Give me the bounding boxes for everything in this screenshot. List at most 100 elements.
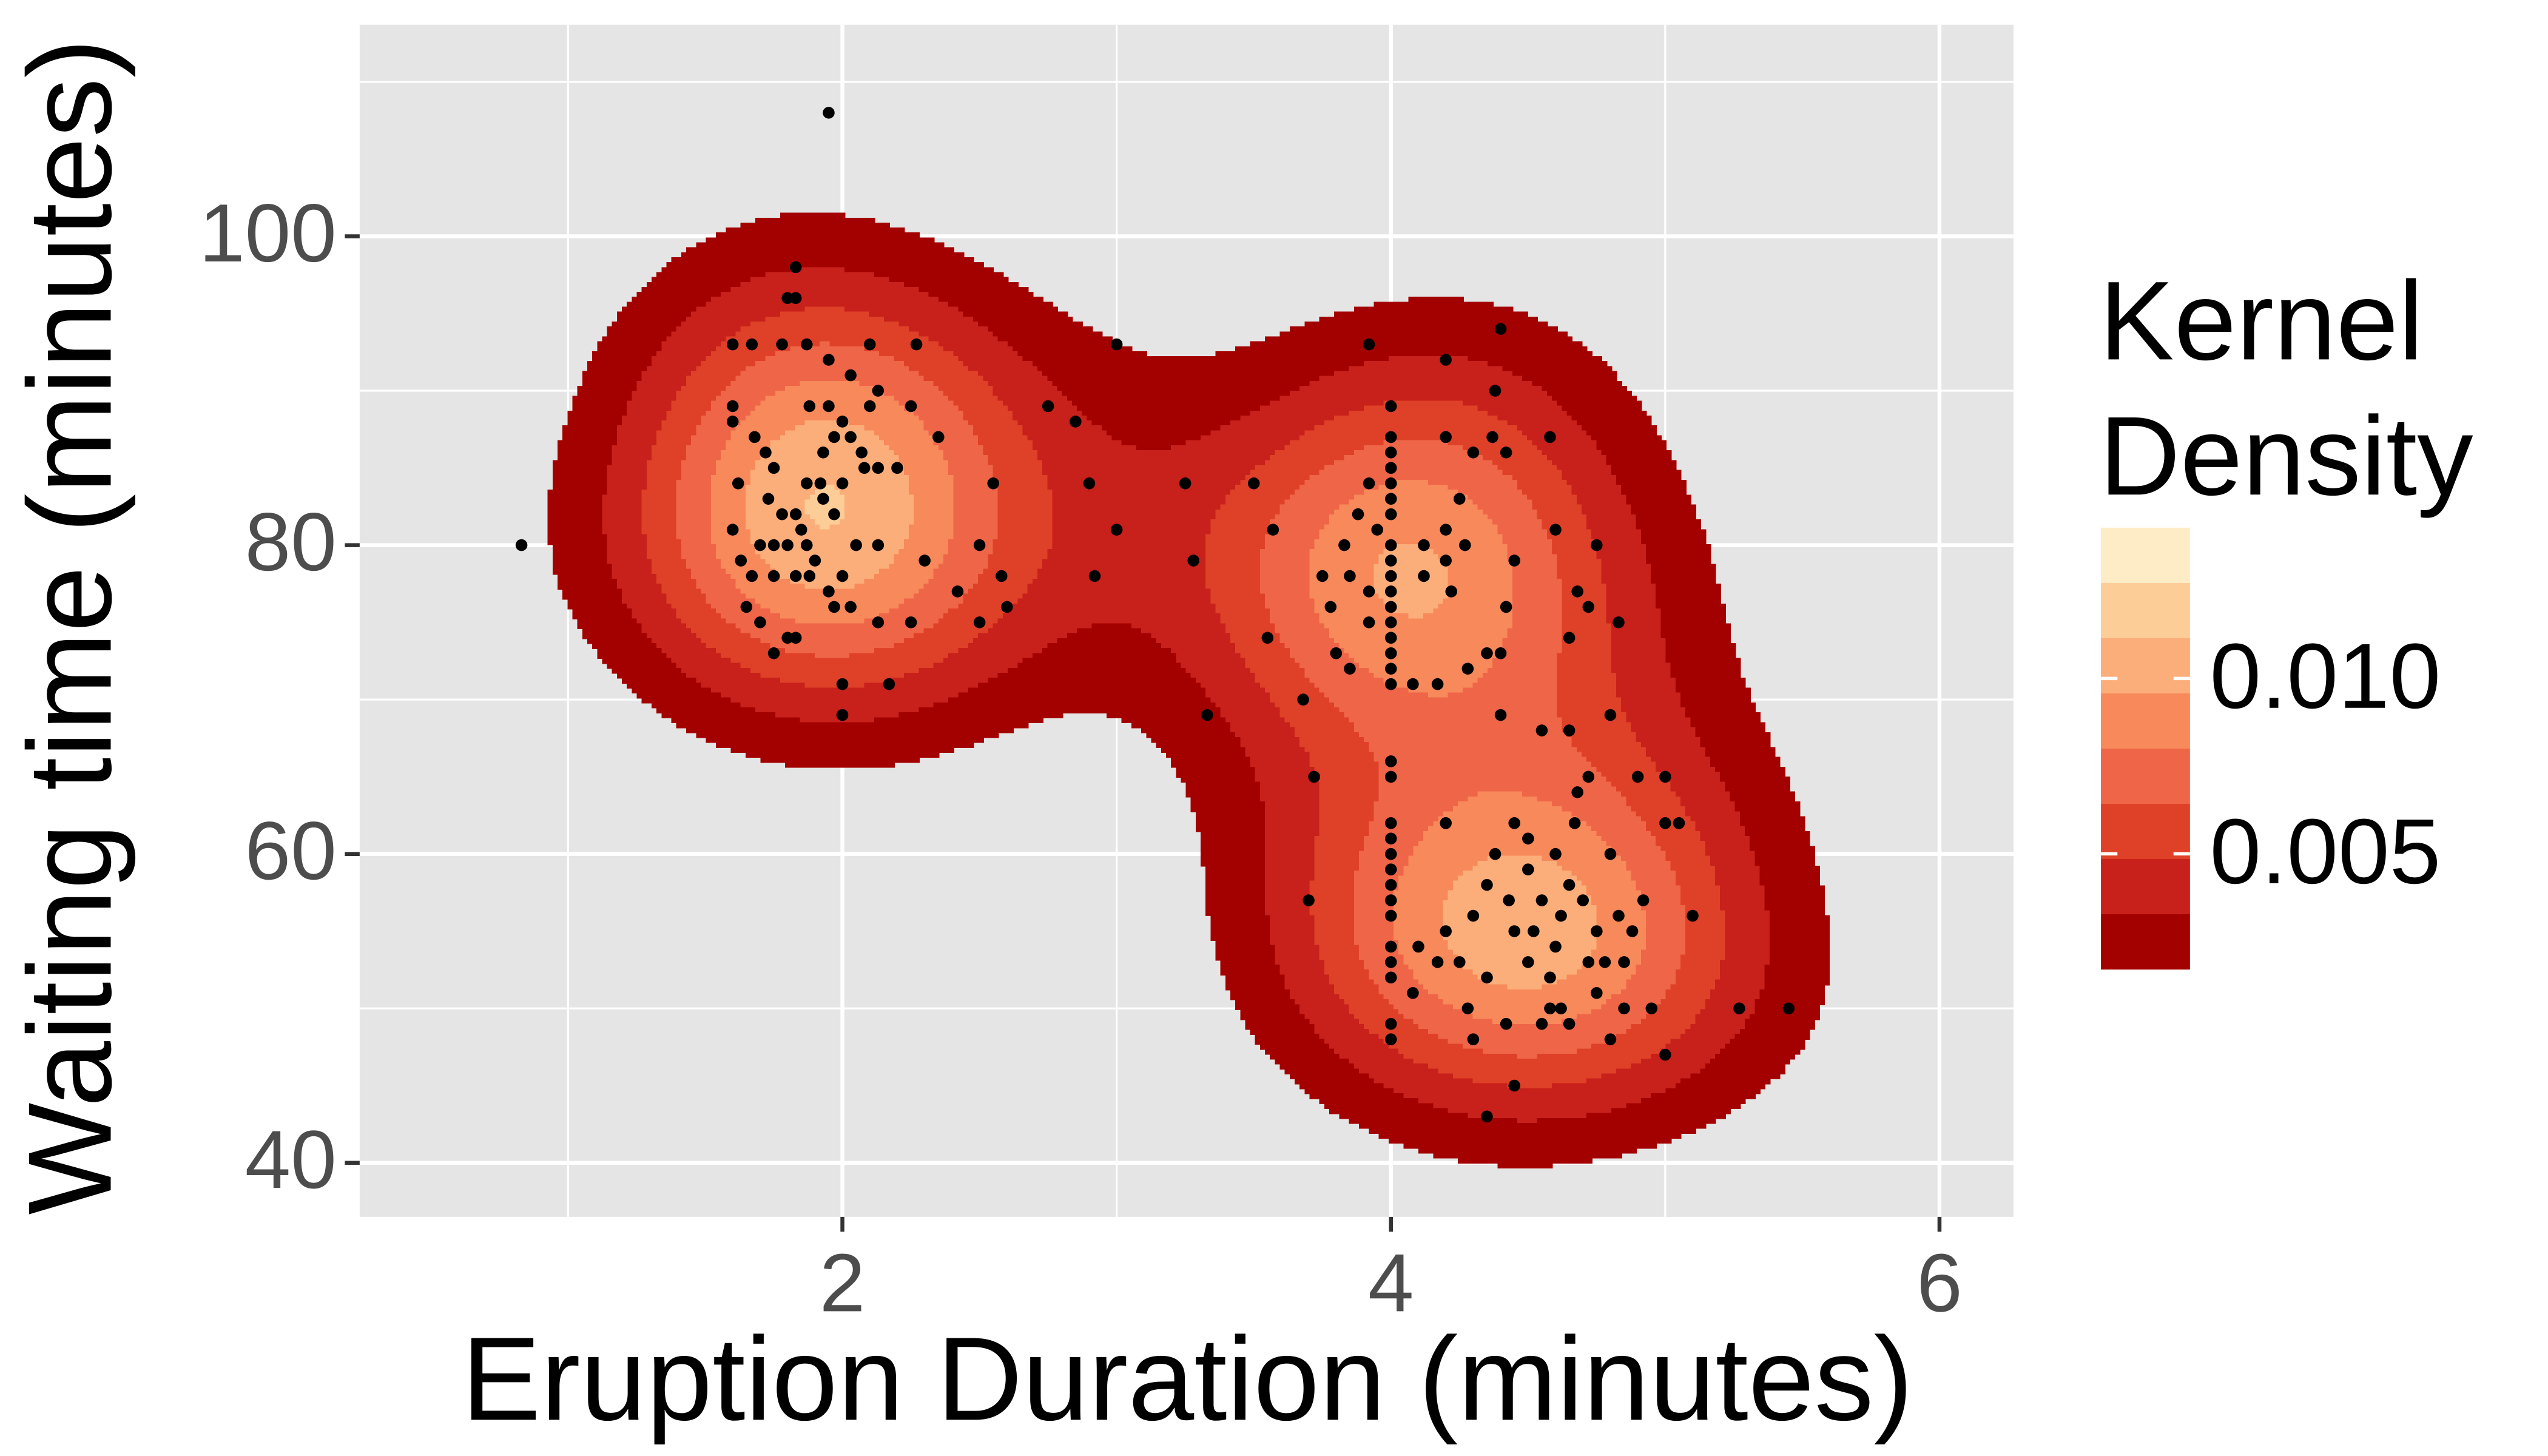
density-band [1562, 579, 1603, 585]
density-band [616, 311, 692, 318]
density-band [1319, 687, 1410, 694]
density-band [1571, 871, 1633, 877]
density-band [1477, 974, 1568, 981]
density-band [627, 682, 703, 689]
density-band [1665, 851, 1707, 857]
data-point [1549, 524, 1562, 536]
density-band [948, 396, 999, 402]
density-band [1309, 761, 1380, 768]
data-point [1613, 616, 1625, 629]
density-band [726, 445, 772, 451]
density-band [1656, 588, 1721, 595]
density-band [691, 371, 742, 377]
data-point [1384, 601, 1397, 613]
density-band [1517, 1117, 1539, 1124]
density-band [1037, 573, 1207, 580]
density-band [646, 470, 682, 476]
data-point [1308, 770, 1320, 783]
density-band [1601, 568, 1652, 575]
density-band [1700, 742, 1771, 748]
density-band [616, 316, 687, 323]
density-band [1210, 915, 1271, 922]
density-band [1265, 1048, 1335, 1055]
density-band [1309, 880, 1355, 887]
density-band [968, 687, 1207, 694]
density-band [874, 386, 940, 392]
data-point [1459, 539, 1471, 551]
density-band [750, 539, 905, 545]
density-band [1314, 766, 1380, 773]
density-band [933, 568, 984, 575]
density-band [1769, 954, 1830, 961]
density-band [1205, 890, 1266, 897]
density-band [666, 336, 727, 343]
density-band [1275, 450, 1355, 456]
density-band [898, 322, 979, 328]
density-band [928, 579, 979, 585]
density-band [997, 485, 1048, 491]
density-band [750, 322, 900, 328]
density-band [1458, 801, 1553, 807]
density-band [552, 564, 613, 570]
density-band [1403, 871, 1464, 877]
density-band [656, 573, 692, 580]
density-band [1373, 979, 1420, 986]
density-band [1611, 643, 1667, 649]
density-band [1309, 752, 1375, 758]
density-band [780, 678, 890, 684]
density-band [1472, 969, 1578, 976]
data-point [789, 292, 802, 305]
density-band [1611, 662, 1672, 669]
density-band [622, 678, 697, 684]
density-band [646, 554, 682, 561]
data-point [1384, 493, 1397, 505]
density-band [701, 638, 761, 644]
density-band [1463, 687, 1558, 694]
density-band [1725, 920, 1771, 926]
y-tick-label: 40 [245, 1113, 337, 1205]
density-band [1680, 1034, 1736, 1040]
density-band [1472, 865, 1563, 872]
density-band [820, 524, 831, 531]
density-band [1542, 984, 1627, 991]
density-band [1601, 564, 1652, 570]
density-band [908, 490, 954, 496]
density-band [1452, 1073, 1603, 1080]
density-band [1378, 554, 1440, 561]
density-band [903, 361, 965, 368]
density-band [1294, 732, 1360, 738]
density-band [715, 460, 757, 467]
density-band [1176, 658, 1247, 664]
density-band [1616, 474, 1682, 481]
density-band [1626, 796, 1682, 803]
density-band [1378, 772, 1603, 778]
density-band [1121, 440, 1187, 447]
density-band [1329, 697, 1558, 704]
density-band [953, 524, 999, 531]
density-band [1210, 598, 1266, 605]
density-band [676, 608, 717, 615]
density-band [1270, 613, 1321, 619]
density-band [1349, 1009, 1400, 1016]
density-band [701, 415, 747, 422]
density-band [938, 445, 984, 451]
data-point [1544, 1002, 1556, 1015]
density-band [1448, 573, 1514, 580]
density-band [1171, 445, 1286, 451]
density-band [844, 494, 915, 501]
density-band [1725, 910, 1771, 917]
density-band [1562, 623, 1613, 630]
density-band [933, 435, 979, 442]
density-band [1606, 588, 1657, 595]
density-band [696, 306, 806, 313]
density-band [1616, 1034, 1682, 1040]
density-band [1551, 539, 1598, 545]
density-band [676, 479, 712, 486]
data-point [1563, 878, 1576, 891]
density-band [1289, 391, 1548, 397]
density-band [918, 286, 1029, 293]
density-band [1319, 954, 1360, 961]
data-point [823, 585, 835, 598]
data-point [776, 508, 788, 521]
density-band [1448, 485, 1518, 491]
